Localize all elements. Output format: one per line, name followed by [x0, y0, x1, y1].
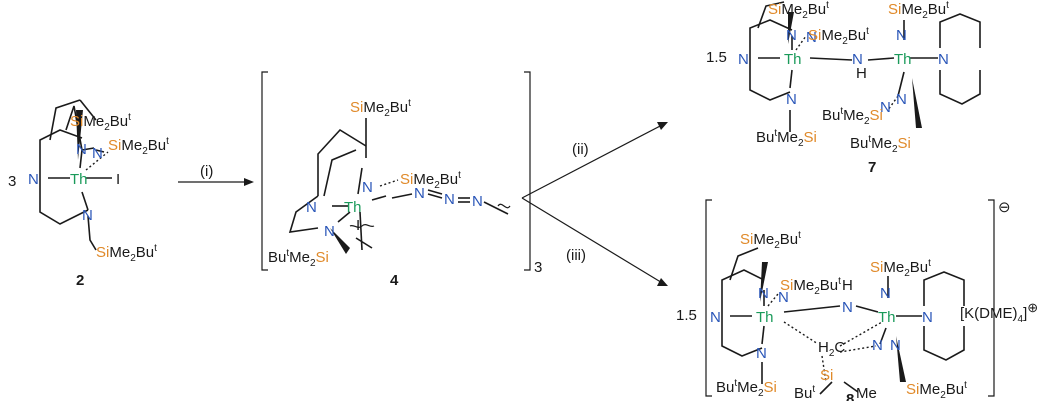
svg-text:N: N: [710, 309, 721, 326]
svg-text:H2C: H2C: [818, 339, 845, 359]
svg-text:ButMe2Si: ButMe2Si: [822, 106, 883, 127]
svg-text:ButMe2Si: ButMe2Si: [850, 134, 911, 155]
svg-text:SiMe2But: SiMe2But: [906, 380, 967, 401]
svg-text:Th: Th: [784, 51, 802, 68]
svg-text:N: N: [756, 345, 767, 362]
svg-text:N: N: [890, 337, 901, 354]
svg-text:I: I: [116, 171, 120, 188]
coefficient-1-5-bottom: 1.5: [676, 307, 697, 324]
svg-text:Th: Th: [70, 171, 88, 188]
svg-text:SiMe2But: SiMe2But: [768, 0, 829, 21]
counter-cation-text: [K(DME)4]⊕: [960, 300, 1038, 325]
svg-text:ButMe2Si: ButMe2Si: [756, 128, 817, 149]
svg-text:N: N: [852, 51, 863, 68]
svg-text:N: N: [806, 29, 817, 46]
arrow-step-ii: (ii): [521, 122, 668, 199]
svg-text:N: N: [306, 199, 317, 216]
svg-text:(ii): (ii): [572, 141, 589, 158]
svg-text:N: N: [880, 285, 891, 302]
svg-text:Me: Me: [856, 385, 877, 401]
svg-text:N: N: [738, 51, 749, 68]
svg-text:Si: Si: [820, 367, 833, 384]
svg-text:(i): (i): [200, 163, 213, 180]
svg-text:SiMe2But: SiMe2But: [780, 276, 841, 297]
compound-7: 1.5 N N N N Th N H Th N N N N SiMe2But: [706, 0, 981, 176]
svg-text:N: N: [28, 171, 39, 188]
coefficient-3: 3: [8, 173, 16, 190]
svg-text:I: I: [356, 217, 360, 234]
anion-charge: ⊖: [998, 199, 1011, 216]
svg-text:(iii): (iii): [566, 247, 586, 264]
svg-text:N: N: [362, 179, 373, 196]
svg-text:Th: Th: [344, 199, 362, 216]
svg-text:N: N: [896, 91, 907, 108]
svg-text:N: N: [880, 99, 891, 116]
svg-text:N: N: [414, 185, 425, 202]
compound-label-7: 7: [868, 159, 876, 176]
svg-text:N: N: [896, 27, 907, 44]
cation-charge: ⊕: [1027, 300, 1039, 315]
compound-label-4: 4: [390, 272, 399, 289]
svg-text:SiMe2But: SiMe2But: [888, 0, 949, 21]
svg-text:N: N: [324, 223, 335, 240]
compound-2: 3 N N N N Th I SiMe2But SiMe2But SiMe2Bu…: [8, 99, 169, 289]
svg-text:N: N: [472, 193, 483, 210]
subscript-3: 3: [534, 259, 542, 276]
svg-text:SiMe2But: SiMe2But: [108, 136, 169, 157]
svg-text:ButMe2Si: ButMe2Si: [716, 378, 777, 399]
svg-text:Th: Th: [878, 309, 896, 326]
counter-cation-body: [K(DME): [960, 305, 1018, 322]
svg-text:N: N: [842, 299, 853, 316]
svg-text:Th: Th: [756, 309, 774, 326]
arrow-step-iii: (iii): [521, 197, 668, 286]
svg-text:SiMe2But: SiMe2But: [70, 112, 131, 133]
coefficient-1-5-top: 1.5: [706, 49, 727, 66]
counter-cation-subscript: 4: [1017, 314, 1024, 325]
svg-text:N: N: [778, 289, 789, 306]
arrow-step-i: (i): [178, 163, 254, 186]
counter-cation-close: ]: [1023, 305, 1028, 322]
svg-text:ButMe2Si: ButMe2Si: [268, 248, 329, 269]
svg-text:H: H: [842, 277, 853, 294]
svg-text:N: N: [444, 191, 455, 208]
svg-text:N: N: [938, 51, 949, 68]
svg-text:N: N: [872, 337, 883, 354]
svg-text:SiMe2But: SiMe2But: [400, 170, 461, 191]
svg-text:SiMe2But: SiMe2But: [350, 98, 411, 119]
svg-text:N: N: [786, 91, 797, 108]
compound-label-2: 2: [76, 272, 84, 289]
svg-text:N: N: [92, 145, 103, 162]
compound-8: 1.5 ⊖ N N N N Th H N: [676, 199, 1011, 401]
svg-text:SiMe2But: SiMe2But: [740, 230, 801, 251]
compound-4: 3 N N N Th N N N I SiMe2But SiMe2But But…: [261, 71, 542, 289]
svg-text:SiMe2But: SiMe2But: [870, 258, 931, 279]
svg-text:N: N: [786, 27, 797, 44]
svg-text:SiMe2But: SiMe2But: [96, 243, 157, 264]
svg-text:Th: Th: [894, 51, 912, 68]
svg-text:SiMe2But: SiMe2But: [808, 26, 869, 47]
svg-text:N: N: [82, 207, 93, 224]
svg-text:N: N: [922, 309, 933, 326]
svg-text:But: But: [794, 384, 815, 401]
svg-text:N: N: [758, 285, 769, 302]
compound-label-8: 8: [846, 391, 854, 401]
svg-text:H: H: [856, 65, 867, 82]
svg-text:N: N: [76, 141, 87, 158]
